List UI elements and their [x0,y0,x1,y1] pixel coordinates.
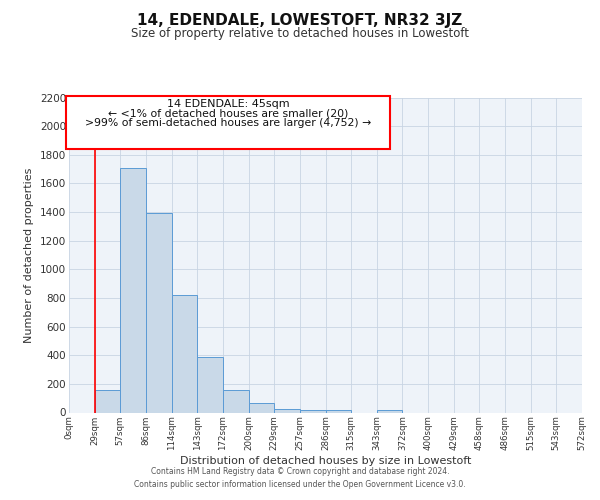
Text: Size of property relative to detached houses in Lowestoft: Size of property relative to detached ho… [131,28,469,40]
X-axis label: Distribution of detached houses by size in Lowestoft: Distribution of detached houses by size … [180,456,471,466]
Bar [197,358,223,412]
Text: 14 EDENDALE: 45sqm: 14 EDENDALE: 45sqm [167,99,289,109]
Bar [300,410,325,412]
Y-axis label: Number of detached properties: Number of detached properties [25,168,34,342]
Text: 14, EDENDALE, LOWESTOFT, NR32 3JZ: 14, EDENDALE, LOWESTOFT, NR32 3JZ [137,12,463,28]
Bar [146,214,172,412]
Text: >99% of semi-detached houses are larger (4,752) →: >99% of semi-detached houses are larger … [85,118,371,128]
Bar [274,409,300,412]
FancyBboxPatch shape [67,96,389,150]
Bar [121,168,146,412]
Bar [172,295,197,412]
Text: Contains public sector information licensed under the Open Government Licence v3: Contains public sector information licen… [134,480,466,489]
Bar [325,410,351,412]
Bar [223,390,248,412]
Bar [248,403,274,412]
Text: Contains HM Land Registry data © Crown copyright and database right 2024.: Contains HM Land Registry data © Crown c… [151,467,449,476]
Text: ← <1% of detached houses are smaller (20): ← <1% of detached houses are smaller (20… [108,108,348,118]
Bar [377,410,403,412]
Bar [95,390,121,412]
